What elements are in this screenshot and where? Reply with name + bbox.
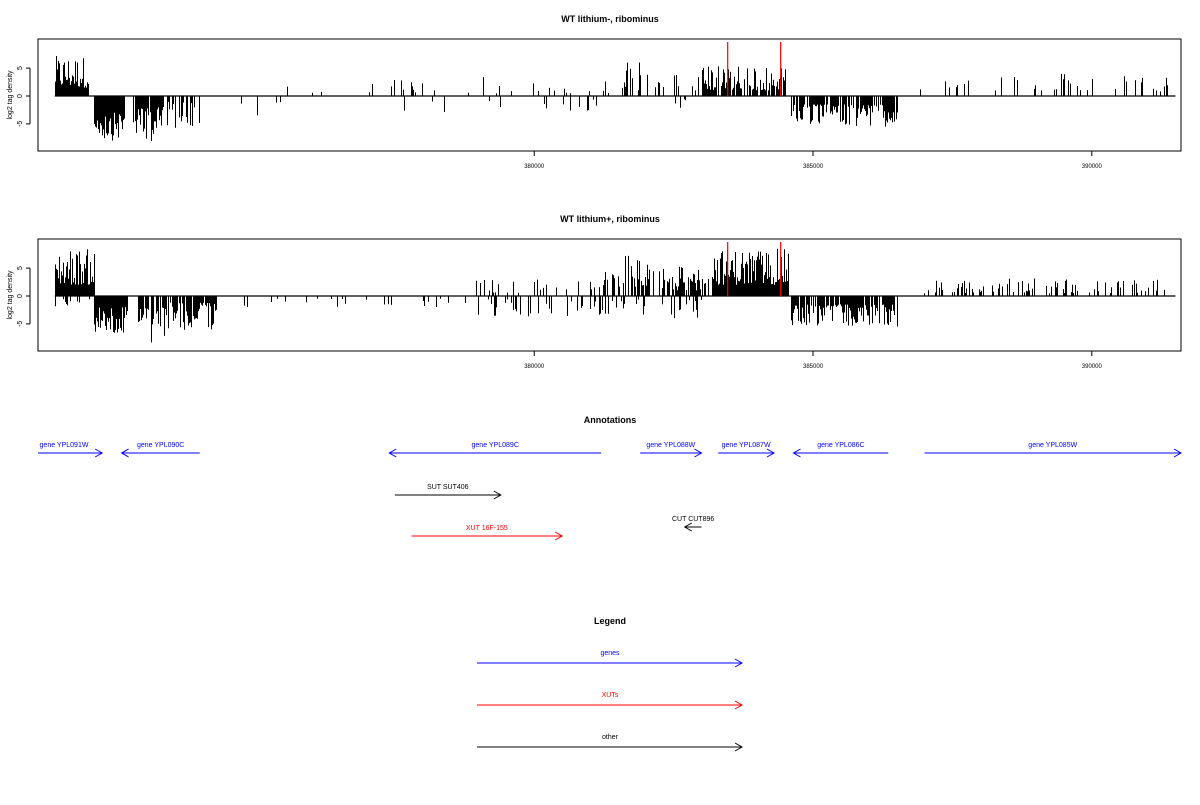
track-title: WT lithium+, ribominus [560,214,660,224]
feature-label: SUT SUT406 [427,484,469,491]
feature-label: gene YPL085W [1028,442,1077,449]
x-tick-label: 380000 [524,364,545,370]
y-axis: -5 0 5 [17,66,31,127]
feature-label: gene YPL086C [817,442,864,449]
y-tick-label: 5 [17,66,24,70]
density-bars [55,56,1168,142]
arrowhead [388,448,397,458]
arrowhead [734,742,744,752]
feature-label: gene YPL089C [472,442,519,449]
y-tick-label: 5 [17,266,24,270]
arrowhead [683,522,693,532]
legend-label: other [602,734,619,741]
x-tick-label: 390000 [1082,164,1103,170]
y-axis: -5 0 5 [17,266,31,327]
track-panel-lithium-plus: WT lithium+, ribominus log2 tag density … [7,214,1182,370]
feature-gene[interactable]: gene YPL086C [792,442,889,458]
plot-frame [37,38,1182,152]
arrowhead [120,448,129,458]
legend-items: genes XUTs other [477,650,744,752]
y-axis-label: log2 tag density [7,70,14,120]
track-panel-lithium-minus: WT lithium-, ribominus log2 tag density … [7,14,1182,170]
legend-label: genes [600,650,620,657]
x-axis: 380000 385000 390000 [524,151,1102,170]
x-tick-label: 385000 [803,164,824,170]
legend-label: XUTs [602,692,619,699]
density-bars [55,248,1165,343]
feature-other[interactable]: SUT SUT406 [394,484,502,500]
y-tick-label: 0 [17,294,24,298]
arrowhead [792,448,801,458]
feature-gene[interactable]: gene YPL087W [718,442,775,458]
legend-item-xut: XUTs [477,692,744,710]
feature-label: gene YPL091W [40,442,89,449]
feature-gene[interactable]: gene YPL090C [120,442,200,458]
arrowhead [694,448,703,458]
feature-label: gene YPL088W [646,442,695,449]
legend-item-gene: genes [477,650,744,668]
plot-frame [37,238,1182,352]
legend-item-other: other [477,734,744,752]
arrowhead [554,531,564,541]
y-tick-label: 0 [17,94,24,98]
feature-label: gene YPL090C [137,442,184,449]
legend-title: Legend [594,616,626,626]
y-axis-label: log2 tag density [7,270,14,320]
legend: Legend genes XUTs other [477,616,744,752]
annotation-features: gene YPL091W gene YPL090C gene YPL089C gene… [38,442,1183,541]
y-tick-label: -5 [17,121,24,127]
annotations-title: Annotations [584,415,637,425]
y-tick-label: -5 [17,321,24,327]
feature-gene[interactable]: gene YPL089C [388,442,602,458]
red-markers [727,242,782,296]
feature-xut[interactable]: XUT 16F-155 [411,525,564,541]
x-tick-label: 390000 [1082,364,1103,370]
track-title: WT lithium-, ribominus [561,14,659,24]
feature-label: gene YPL087W [722,442,771,449]
feature-gene[interactable]: gene YPL091W [38,442,104,458]
arrowhead [766,448,775,458]
feature-other[interactable]: CUT CUT896 [672,516,714,532]
x-axis: 380000 385000 390000 [524,351,1102,370]
feature-label: XUT 16F-155 [466,525,508,532]
arrowhead [734,658,744,668]
annotations-panel: Annotations gene YPL091W gene YPL090C gene… [38,415,1183,541]
feature-gene[interactable]: gene YPL088W [640,442,703,458]
feature-gene[interactable]: gene YPL085W [924,442,1183,458]
arrowhead [1173,448,1183,458]
feature-label: CUT CUT896 [672,516,714,523]
arrowhead [94,448,104,458]
arrowhead [734,700,744,710]
x-tick-label: 380000 [524,164,545,170]
red-markers [727,42,782,96]
x-tick-label: 385000 [803,364,824,370]
arrowhead [493,490,502,500]
